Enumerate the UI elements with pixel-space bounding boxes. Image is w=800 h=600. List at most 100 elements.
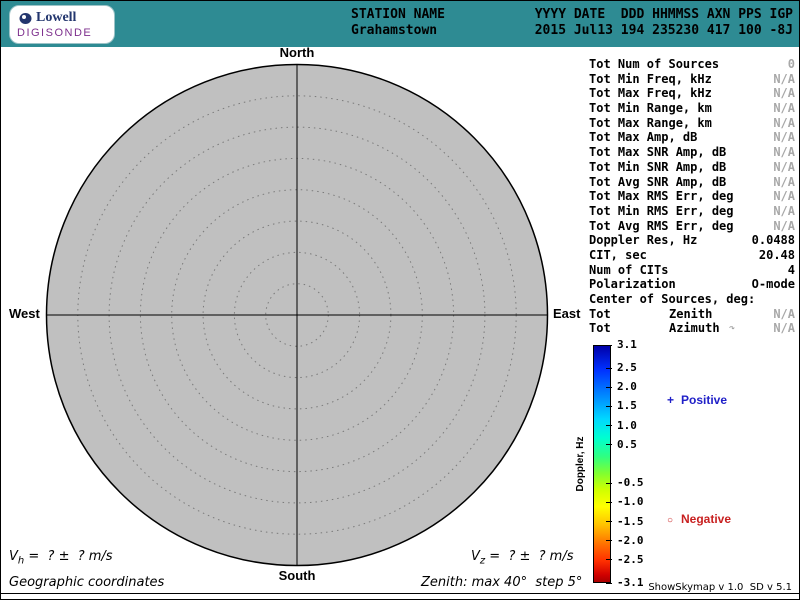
colorbar-title: Doppler, Hz bbox=[575, 436, 586, 492]
station-name-label: STATION NAME bbox=[351, 7, 445, 22]
colorbar-tick bbox=[606, 540, 612, 542]
skymap-crosshair bbox=[46, 64, 548, 566]
stat-label: Tot Max SNR Amp, dB bbox=[589, 145, 727, 160]
colorbar-tick-label: 2.0 bbox=[617, 380, 637, 394]
stat-value: N/A bbox=[773, 218, 795, 233]
colorbar-tick-label: -3.1 bbox=[617, 576, 644, 589]
stat-label: Num of CITs bbox=[589, 262, 669, 277]
stat-row: Tot Avg RMS Err, deg N/A bbox=[589, 219, 795, 234]
stat-label: Polarization bbox=[589, 277, 676, 292]
stat-label: Tot Min Range, km bbox=[589, 101, 712, 116]
stat-value: N/A bbox=[773, 86, 795, 101]
colorbar-tick bbox=[606, 521, 612, 523]
stat-mid-label: Zenith bbox=[669, 306, 713, 321]
stat-value: N/A bbox=[773, 101, 795, 116]
digisonde-logo-text: DIGISONDE bbox=[17, 27, 93, 39]
colorbar-tick bbox=[606, 344, 612, 346]
bottom-border-line bbox=[1, 593, 799, 594]
colorbar-tick-label: -1.0 bbox=[617, 495, 644, 509]
stat-label: Tot Max Range, km bbox=[589, 115, 712, 130]
stat-row: Tot Azimuth ↷ N/A bbox=[589, 321, 795, 336]
colorbar-tick-label: -2.5 bbox=[617, 552, 644, 566]
colorbar-tick-label: 3.1 bbox=[617, 338, 637, 351]
stat-label: Tot Min Freq, kHz bbox=[589, 71, 712, 86]
stat-row: Tot Max Range, km N/A bbox=[589, 116, 795, 131]
stat-row: Tot Max Amp, dB N/A bbox=[589, 130, 795, 145]
stat-row: Polarization O-mode bbox=[589, 277, 795, 292]
stat-label: Tot Num of Sources bbox=[589, 57, 720, 71]
doppler-colorbar: Doppler, Hz 3.1 2.5 2.0 1.5 1.0 0.5 -0.5 -1.0 -1… bbox=[575, 339, 793, 589]
stat-label: Tot bbox=[589, 321, 611, 336]
stat-label: Tot Avg RMS Err, deg bbox=[589, 218, 734, 233]
stat-row: Tot Max SNR Amp, dB N/A bbox=[589, 145, 795, 160]
stat-mid-label: Azimuth bbox=[669, 321, 720, 336]
colorbar-tick bbox=[606, 386, 612, 388]
colorbar-tick-label: 1.0 bbox=[617, 418, 637, 432]
stat-label: Center of Sources, deg: bbox=[589, 292, 756, 306]
colorbar-tick bbox=[606, 425, 612, 427]
colorbar-tick-label: -1.5 bbox=[617, 514, 644, 528]
stat-row: Tot Min Freq, kHz N/A bbox=[589, 72, 795, 87]
colorbar-tick bbox=[606, 582, 612, 584]
compass-label-south: South bbox=[278, 568, 316, 583]
lowell-logo-text: Lowell bbox=[36, 10, 77, 25]
lowell-digisonde-logo: Lowell DIGISONDE bbox=[9, 5, 115, 44]
stat-value: N/A bbox=[773, 145, 795, 160]
colorbar-tick bbox=[606, 559, 612, 561]
horizontal-velocity-readout: Vh = ? ± ? m/s bbox=[9, 549, 113, 567]
legend-positive-label: Positive bbox=[681, 393, 728, 407]
stat-row: Tot Zenith N/A bbox=[589, 307, 795, 322]
stat-value: O-mode bbox=[751, 277, 795, 292]
vertical-velocity-readout: Vz = ? ± ? m/s bbox=[471, 549, 574, 567]
stats-panel: Tot Num of Sources 0 Tot Min Freq, kHz N/A T… bbox=[589, 57, 795, 336]
colorbar-tick bbox=[606, 367, 612, 369]
header-bar: Lowell DIGISONDE STATION NAME YYYY DATE … bbox=[1, 1, 799, 47]
stat-value: N/A bbox=[773, 71, 795, 86]
stat-value: N/A bbox=[773, 159, 795, 174]
stat-value: 0.0488 bbox=[751, 233, 795, 248]
stat-label: CIT, sec bbox=[589, 247, 647, 262]
header-values-row: Grahamstown 2015 Jul13 194 235230 417 10… bbox=[351, 23, 793, 39]
compass-label-east: East bbox=[553, 306, 581, 321]
station-name-value: Grahamstown bbox=[351, 23, 438, 38]
stat-label: Tot bbox=[589, 306, 611, 321]
lowell-logo-icon bbox=[19, 12, 32, 24]
stat-row: Tot Min Range, km N/A bbox=[589, 101, 795, 116]
skymap-plot bbox=[45, 63, 549, 567]
stat-value: N/A bbox=[773, 130, 795, 145]
stat-row: Num of CITs 4 bbox=[589, 263, 795, 278]
colorbar-tick bbox=[606, 482, 612, 484]
colorbar-tick-label: 1.5 bbox=[617, 399, 637, 413]
stat-label: Tot Max Freq, kHz bbox=[589, 86, 712, 101]
stat-row: Doppler Res, Hz 0.0488 bbox=[589, 233, 795, 248]
app-version-label: ShowSkymap v 1.0 SD v 5.1 bbox=[648, 582, 792, 593]
negative-circle-icon: ○ bbox=[667, 515, 674, 526]
colorbar-tick bbox=[606, 501, 612, 503]
stat-value: N/A bbox=[773, 203, 795, 218]
stat-value: 20.48 bbox=[758, 247, 795, 262]
azimuth-arrow-icon: ↷ bbox=[729, 323, 736, 335]
compass-label-north: North bbox=[279, 45, 315, 60]
stat-row: CIT, sec 20.48 bbox=[589, 248, 795, 263]
stat-row: Tot Max RMS Err, deg N/A bbox=[589, 189, 795, 204]
stat-value: N/A bbox=[773, 115, 795, 130]
colorbar-tick-label: 0.5 bbox=[617, 437, 637, 451]
stat-row: Center of Sources, deg: bbox=[589, 292, 795, 307]
positive-plus-icon: + bbox=[667, 393, 675, 407]
compass-label-west: West bbox=[9, 306, 40, 321]
header-info: STATION NAME YYYY DATE DDD HHMMSS AXN PP… bbox=[351, 7, 793, 39]
legend-positive: + Positive bbox=[667, 393, 727, 407]
stat-row: Tot Min SNR Amp, dB N/A bbox=[589, 160, 795, 175]
stat-label: Tot Max RMS Err, deg bbox=[589, 189, 734, 204]
header-columns-label: YYYY DATE DDD HHMMSS AXN PPS IGP bbox=[534, 7, 793, 22]
legend-negative: ○ Negative bbox=[667, 512, 731, 526]
stat-value: N/A bbox=[773, 321, 795, 336]
stat-value: N/A bbox=[773, 306, 795, 321]
stat-row: Tot Max Freq, kHz N/A bbox=[589, 86, 795, 101]
zenith-scale-note: Zenith: max 40° step 5° bbox=[421, 575, 583, 590]
stat-value: 0 bbox=[787, 57, 795, 71]
stat-label: Tot Max Amp, dB bbox=[589, 130, 698, 145]
colorbar-tick-label: -0.5 bbox=[617, 476, 644, 490]
lowell-logo-row: Lowell bbox=[19, 10, 114, 26]
stat-value: 4 bbox=[787, 262, 795, 277]
